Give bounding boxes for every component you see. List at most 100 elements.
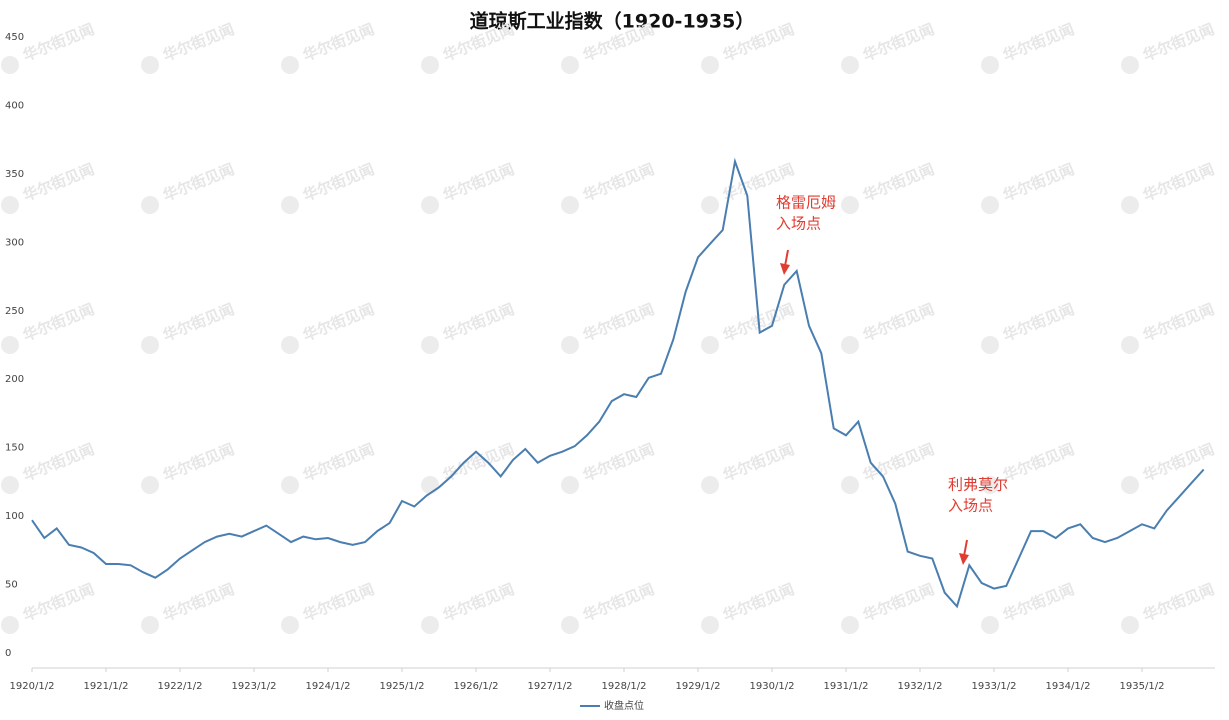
watermark-icon [841,476,859,494]
legend-label: 收盘点位 [604,699,644,712]
y-tick-label: 200 [5,374,24,385]
watermark: 华尔街见闻 [860,580,936,625]
x-tick-label: 1928/1/2 [602,681,647,692]
y-tick-label: 0 [5,648,11,659]
watermark: 华尔街见闻 [300,580,376,625]
watermark: 华尔街见闻 [580,580,656,625]
x-tick-label: 1923/1/2 [232,681,277,692]
watermark-icon [421,616,439,634]
watermark: 华尔街见闻 [20,160,96,205]
watermark: 华尔街见闻 [160,160,236,205]
watermark-icon [281,336,299,354]
annotation: 入场点 [948,497,993,515]
x-tick-label: 1933/1/2 [972,681,1017,692]
watermark: 华尔街见闻 [580,160,656,205]
watermark: 华尔街见闻 [160,20,236,65]
watermark: 华尔街见闻 [1000,580,1076,625]
watermark: 华尔街见闻 [1140,160,1216,205]
watermark: 华尔街见闻 [1140,440,1216,485]
watermark-icon [421,476,439,494]
watermark-icon [841,196,859,214]
y-tick-label: 100 [5,511,24,522]
annotation-arrowhead [959,553,969,565]
watermark: 华尔街见闻 [720,580,796,625]
watermark-icon [281,616,299,634]
watermark: 华尔街见闻 [1140,580,1216,625]
watermark-icon [561,616,579,634]
watermark-icon [701,56,719,74]
x-tick-label: 1925/1/2 [380,681,425,692]
watermark: 华尔街见闻 [160,580,236,625]
watermark: 华尔街见闻 [580,440,656,485]
annotation-arrow [963,539,968,557]
watermark: 华尔街见闻 [20,580,96,625]
watermark: 华尔街见闻 [860,20,936,65]
y-tick-label: 450 [5,32,24,43]
watermark: 华尔街见闻 [300,440,376,485]
watermark: 华尔街见闻 [580,300,656,345]
watermark-icon [1,196,19,214]
x-tick-label: 1927/1/2 [528,681,573,692]
watermark-icon [561,56,579,74]
watermark: 华尔街见闻 [860,160,936,205]
watermark: 华尔街见闻 [300,20,376,65]
watermark: 华尔街见闻 [1140,300,1216,345]
y-tick-label: 50 [5,580,18,591]
watermark: 华尔街见闻 [1000,20,1076,65]
watermark-icon [421,196,439,214]
watermark-icon [421,336,439,354]
watermark: 华尔街见闻 [720,440,796,485]
watermark: 华尔街见闻 [1000,160,1076,205]
watermark-icon [141,336,159,354]
watermark: 华尔街见闻 [20,20,96,65]
watermark-icon [561,476,579,494]
x-tick-label: 1929/1/2 [676,681,721,692]
watermark-icon [1121,476,1139,494]
annotation: 格雷厄姆 [776,194,836,212]
watermark-icon [141,616,159,634]
watermark-icon [1121,616,1139,634]
x-tick-label: 1930/1/2 [750,681,795,692]
watermark: 华尔街见闻 [860,440,936,485]
x-tick-label: 1931/1/2 [824,681,869,692]
watermark-icon [1,476,19,494]
watermark: 华尔街见闻 [440,300,516,345]
watermark-icon [141,56,159,74]
watermark: 华尔街见闻 [20,300,96,345]
annotation-arrow [784,249,789,267]
watermark: 华尔街见闻 [1000,440,1076,485]
x-tick-label: 1921/1/2 [84,681,129,692]
watermark-icon [561,196,579,214]
watermark-icon [561,336,579,354]
x-tick-label: 1926/1/2 [454,681,499,692]
x-tick-label: 1935/1/2 [1120,681,1165,692]
watermark: 华尔街见闻 [860,300,936,345]
watermark: 华尔街见闻 [300,300,376,345]
watermark-icon [981,196,999,214]
y-tick-label: 350 [5,169,24,180]
watermark-icon [841,616,859,634]
watermark-icon [281,56,299,74]
x-tick-label: 1924/1/2 [306,681,351,692]
watermark: 华尔街见闻 [440,160,516,205]
watermark-icon [1,336,19,354]
annotation-arrowhead [780,263,790,275]
x-tick-label: 1934/1/2 [1046,681,1091,692]
watermark-icon [701,336,719,354]
x-tick-label: 1922/1/2 [158,681,203,692]
y-tick-label: 150 [5,443,24,454]
watermark-icon [141,196,159,214]
watermark-icon [1,56,19,74]
annotation: 入场点 [776,215,821,233]
y-tick-label: 400 [5,100,24,111]
watermark: 华尔街见闻 [1140,20,1216,65]
y-tick-label: 250 [5,306,24,317]
x-tick-label: 1932/1/2 [898,681,943,692]
watermark-icon [981,56,999,74]
watermark-icon [981,616,999,634]
watermark-icon [1121,196,1139,214]
watermark-icon [141,476,159,494]
watermark: 华尔街见闻 [20,440,96,485]
watermark-icon [841,56,859,74]
